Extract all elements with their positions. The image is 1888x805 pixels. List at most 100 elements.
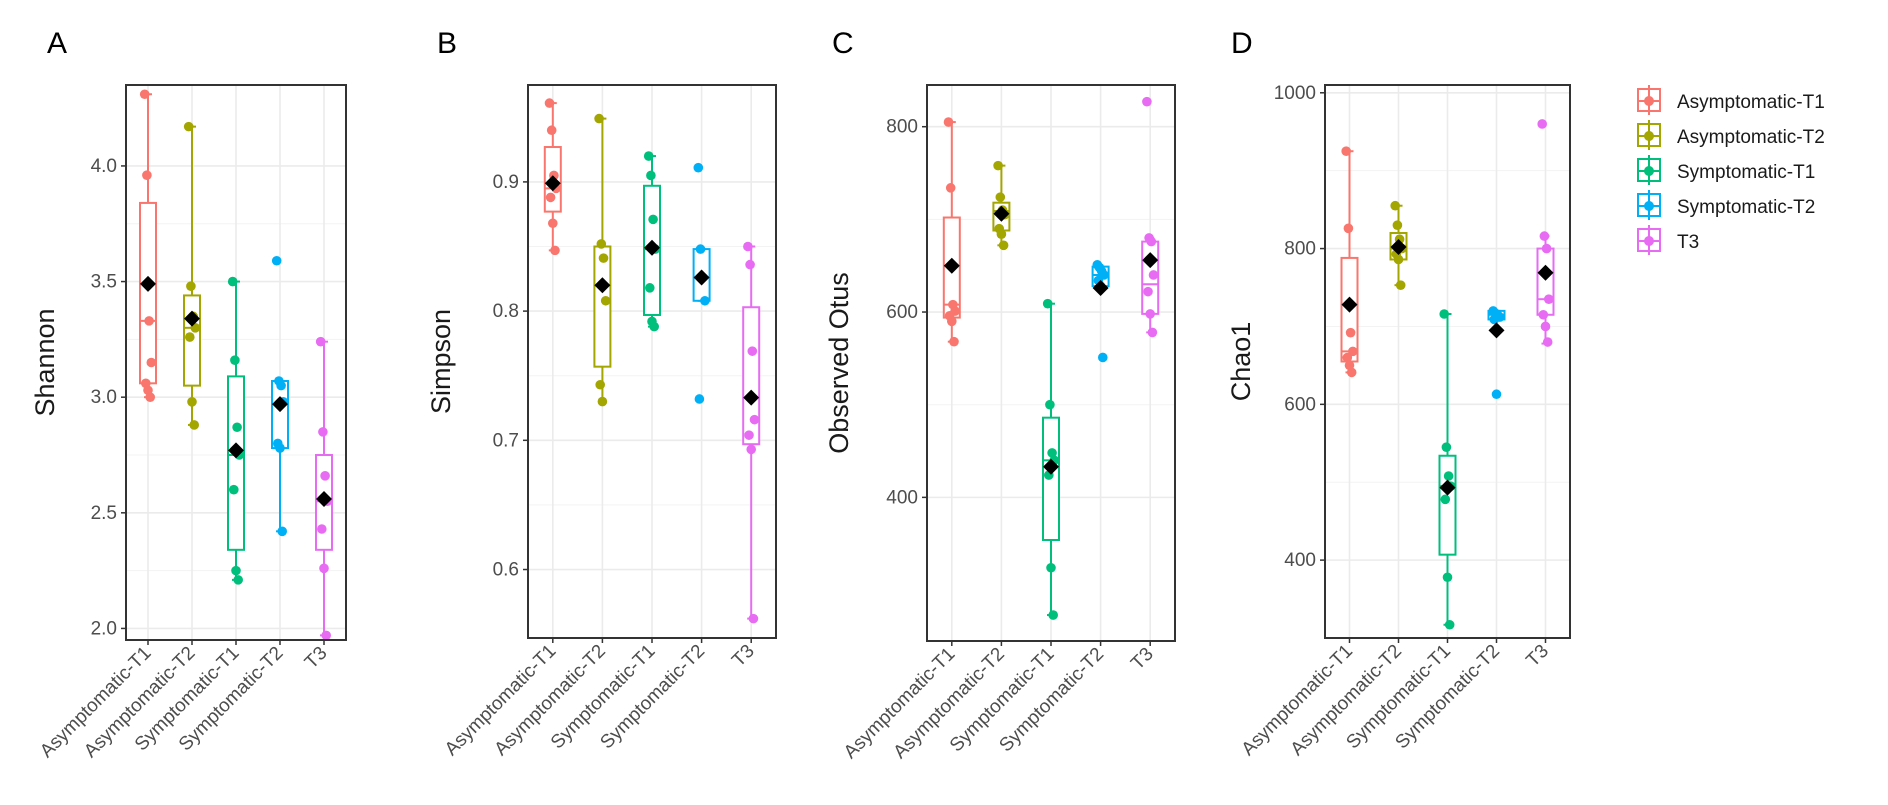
data-point <box>146 357 157 368</box>
data-point <box>695 244 706 254</box>
data-point <box>1047 448 1057 458</box>
data-point <box>1148 270 1159 280</box>
data-point <box>998 240 1009 251</box>
data-point <box>1392 220 1403 230</box>
data-point <box>271 255 282 266</box>
legend-key-point <box>1644 96 1654 106</box>
data-point <box>185 332 195 342</box>
data-point <box>144 316 154 326</box>
y-tick-label: 800 <box>1284 239 1316 260</box>
data-point <box>995 192 1006 202</box>
mean-marker <box>1341 296 1358 313</box>
data-point <box>1390 200 1400 211</box>
mean-marker <box>644 239 660 256</box>
mean-marker <box>693 269 710 286</box>
iqr-box <box>139 201 157 385</box>
data-point <box>600 295 611 306</box>
legend-item: Asymptomatic-T2 <box>1637 120 1825 150</box>
y-tick-label: 0.7 <box>493 430 519 451</box>
legend-label: Asymptomatic-T2 <box>1677 127 1825 148</box>
data-point <box>1346 367 1357 378</box>
y-tick-label: 600 <box>1284 394 1316 415</box>
data-point <box>1341 146 1351 157</box>
legend-label: Symptomatic-T2 <box>1677 197 1815 218</box>
legend-item: Symptomatic-T2 <box>1637 190 1815 220</box>
data-point <box>1439 309 1449 319</box>
mean-marker <box>544 175 561 192</box>
mean-marker <box>943 257 960 274</box>
data-point <box>1343 223 1354 234</box>
mean-marker <box>1043 458 1059 475</box>
y-tick-label: 600 <box>886 302 918 323</box>
data-point <box>545 192 556 203</box>
data-point <box>230 355 240 365</box>
data-point <box>1443 471 1454 481</box>
data-point <box>275 443 285 453</box>
data-point <box>648 214 658 225</box>
data-point <box>645 283 655 293</box>
panel-letter: A <box>47 27 67 60</box>
legend-item: T3 <box>1637 225 1699 255</box>
data-point <box>233 575 243 585</box>
data-point <box>1045 399 1055 410</box>
data-point <box>1098 352 1108 363</box>
data-point <box>700 295 710 306</box>
y-tick-label: 400 <box>886 487 918 508</box>
data-point <box>1145 309 1155 319</box>
iqr-box <box>227 375 245 551</box>
mean-marker <box>594 277 611 294</box>
legend-item: Symptomatic-T1 <box>1637 155 1815 185</box>
data-point <box>1441 442 1452 452</box>
y-tick-label: 2.0 <box>91 618 117 639</box>
data-point <box>232 422 242 433</box>
y-tick-label: 0.6 <box>493 560 519 581</box>
data-point <box>1142 96 1152 107</box>
mean-marker <box>140 275 156 292</box>
mean-marker <box>993 205 1010 222</box>
data-point <box>1048 610 1058 620</box>
data-point <box>949 336 959 347</box>
data-point <box>277 526 288 537</box>
y-tick-label: 800 <box>886 117 918 138</box>
y-tick-label: 3.5 <box>91 272 117 293</box>
data-point <box>320 471 330 481</box>
mean-marker <box>184 310 200 327</box>
data-point <box>1541 243 1552 254</box>
data-point <box>746 444 756 455</box>
iqr-box <box>1536 247 1555 316</box>
data-point <box>1538 309 1549 320</box>
data-point <box>1042 298 1053 309</box>
data-point <box>1348 346 1358 357</box>
data-point <box>1542 337 1553 347</box>
panel-letter: D <box>1231 27 1253 60</box>
data-point <box>749 414 760 425</box>
data-point <box>1442 572 1453 583</box>
mean-marker <box>1439 479 1456 496</box>
data-point <box>1345 327 1356 338</box>
data-point <box>597 396 608 407</box>
data-point <box>1146 236 1157 247</box>
iqr-box <box>271 380 289 450</box>
y-tick-label: 400 <box>1284 550 1316 571</box>
data-point <box>1491 389 1502 400</box>
legend-label: Asymptomatic-T1 <box>1677 92 1825 113</box>
y-tick-label: 2.5 <box>91 503 117 524</box>
data-point <box>189 420 199 430</box>
data-point <box>1444 619 1455 630</box>
panel-a: 2.02.53.03.54.0 Asymptomatic-T1Asymptoma… <box>30 27 347 762</box>
data-point <box>550 245 560 256</box>
data-point <box>598 253 609 263</box>
data-point <box>231 565 241 576</box>
data-point <box>1342 352 1353 363</box>
data-point <box>186 281 196 291</box>
data-point <box>1143 286 1153 297</box>
data-point <box>1489 314 1500 325</box>
iqr-box <box>593 245 612 368</box>
data-point <box>748 613 759 624</box>
data-point <box>139 89 150 100</box>
mean-marker <box>1092 279 1109 296</box>
data-point <box>318 427 328 437</box>
iqr-box <box>1438 454 1457 556</box>
data-point <box>1440 494 1451 505</box>
y-axis-title: Shannon <box>30 308 60 416</box>
